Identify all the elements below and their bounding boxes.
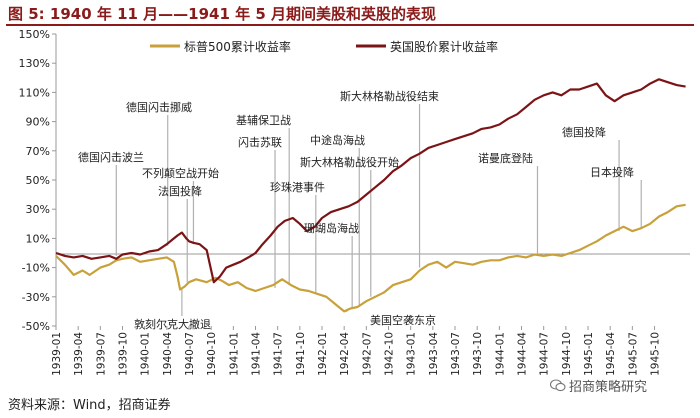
x-tick-label: 1940-10 xyxy=(206,332,218,376)
y-tick-label: 130% xyxy=(19,57,50,70)
x-tick-label: 1943-10 xyxy=(472,332,484,376)
y-tick-label: -10% xyxy=(22,262,50,275)
annotation-label: 斯大林格勒战役结束 xyxy=(340,89,439,103)
legend-label-sp500: 标普500累计收益率 xyxy=(184,39,291,54)
annotation-label: 不列颠空战开始 xyxy=(142,166,219,180)
x-tick-label: 1941-07 xyxy=(273,332,285,376)
x-tick-label: 1943-01 xyxy=(406,332,418,376)
x-tick-label: 1944-07 xyxy=(539,332,551,376)
x-tick-label: 1945-04 xyxy=(605,332,617,376)
x-tick-label: 1944-01 xyxy=(494,332,506,376)
wechat-icon xyxy=(550,379,566,392)
x-tick-label: 1945-07 xyxy=(627,332,639,376)
annotation-label: 基辅保卫战 xyxy=(236,113,291,127)
line-chart: 150%130%110%90%70%50%30%10%-10%-30%-50% … xyxy=(19,28,690,376)
x-tick-label: 1943-07 xyxy=(450,332,462,376)
x-tick-label: 1941-01 xyxy=(228,332,240,376)
y-tick-label: 50% xyxy=(26,174,50,187)
x-tick-group: 1939-01 1939-04 1939-07 1939-10 1940-01 1940-… xyxy=(51,326,662,376)
y-tick-label: 90% xyxy=(26,116,50,129)
y-tick-label: 70% xyxy=(26,145,50,158)
x-tick-label: 1941-04 xyxy=(251,332,263,376)
annotation-label: 斯大林格勒战役开始 xyxy=(300,155,399,169)
x-tick-label: 1945-01 xyxy=(583,332,595,376)
annotation-label: 敦刻尔克大撤退 xyxy=(134,317,211,331)
annotation-label: 珊瑚岛海战 xyxy=(304,221,359,235)
x-tick-label: 1939-01 xyxy=(51,332,63,376)
annotation-label: 闪击苏联 xyxy=(238,135,282,149)
annotation-label: 法国投降 xyxy=(158,184,202,198)
x-tick-label: 1944-10 xyxy=(561,332,573,376)
annotation-label: 德国投降 xyxy=(562,125,606,139)
y-tick-label: 10% xyxy=(26,232,50,245)
watermark-text: 招商策略研究 xyxy=(569,380,648,395)
annotation-label: 中途岛海战 xyxy=(310,133,365,147)
y-tick-label: 110% xyxy=(19,86,50,99)
annotation-label: 美国空袭东京 xyxy=(370,313,436,327)
watermark: 招商策略研究 xyxy=(550,376,647,395)
figure-title: 图 5: 1940 年 11 月——1941 年 5 月期间美股和英股的表现 xyxy=(8,5,437,23)
x-tick-label: 1942-04 xyxy=(339,332,351,376)
uk-series-line xyxy=(55,78,686,284)
x-tick-label: 1940-07 xyxy=(184,332,196,376)
x-tick-label: 1945-10 xyxy=(650,332,662,376)
y-tick-group: 150% 130% 110% 90% 70% 50% 30% 10% -10% -30% -50% xyxy=(19,28,56,333)
x-tick-label: 1939-07 xyxy=(95,332,107,376)
y-tick-label: -30% xyxy=(22,291,50,304)
x-tick-label: 1941-10 xyxy=(295,332,307,376)
annotation-label: 德国闪击挪威 xyxy=(126,100,192,114)
legend-label-uk: 英国股价累计收益率 xyxy=(390,39,498,54)
y-tick-label: 30% xyxy=(26,203,50,216)
y-tick-label: 150% xyxy=(19,28,50,41)
x-tick-label: 1943-04 xyxy=(428,332,440,376)
y-tick-label: -50% xyxy=(22,320,50,333)
x-tick-label: 1942-10 xyxy=(384,332,396,376)
x-tick-label: 1940-01 xyxy=(140,332,152,376)
x-tick-label: 1939-10 xyxy=(118,332,130,376)
annotation-label: 日本投降 xyxy=(590,165,634,179)
x-tick-label: 1940-04 xyxy=(162,332,174,376)
sp500-series-line xyxy=(55,203,686,313)
annotation-label: 珍珠港事件 xyxy=(270,180,325,194)
legend: 标普500累计收益率 英国股价累计收益率 xyxy=(150,39,498,54)
title-rule xyxy=(6,24,694,26)
x-tick-label: 1942-07 xyxy=(361,332,373,376)
x-tick-label: 1942-01 xyxy=(317,332,329,376)
annotation-label: 德国闪击波兰 xyxy=(78,150,144,164)
x-tick-label: 1939-04 xyxy=(73,332,85,376)
source-note: 资料来源：Wind，招商证券 xyxy=(8,398,171,413)
x-tick-label: 1944-04 xyxy=(517,332,529,376)
annotation-label: 诺曼底登陆 xyxy=(478,151,533,165)
